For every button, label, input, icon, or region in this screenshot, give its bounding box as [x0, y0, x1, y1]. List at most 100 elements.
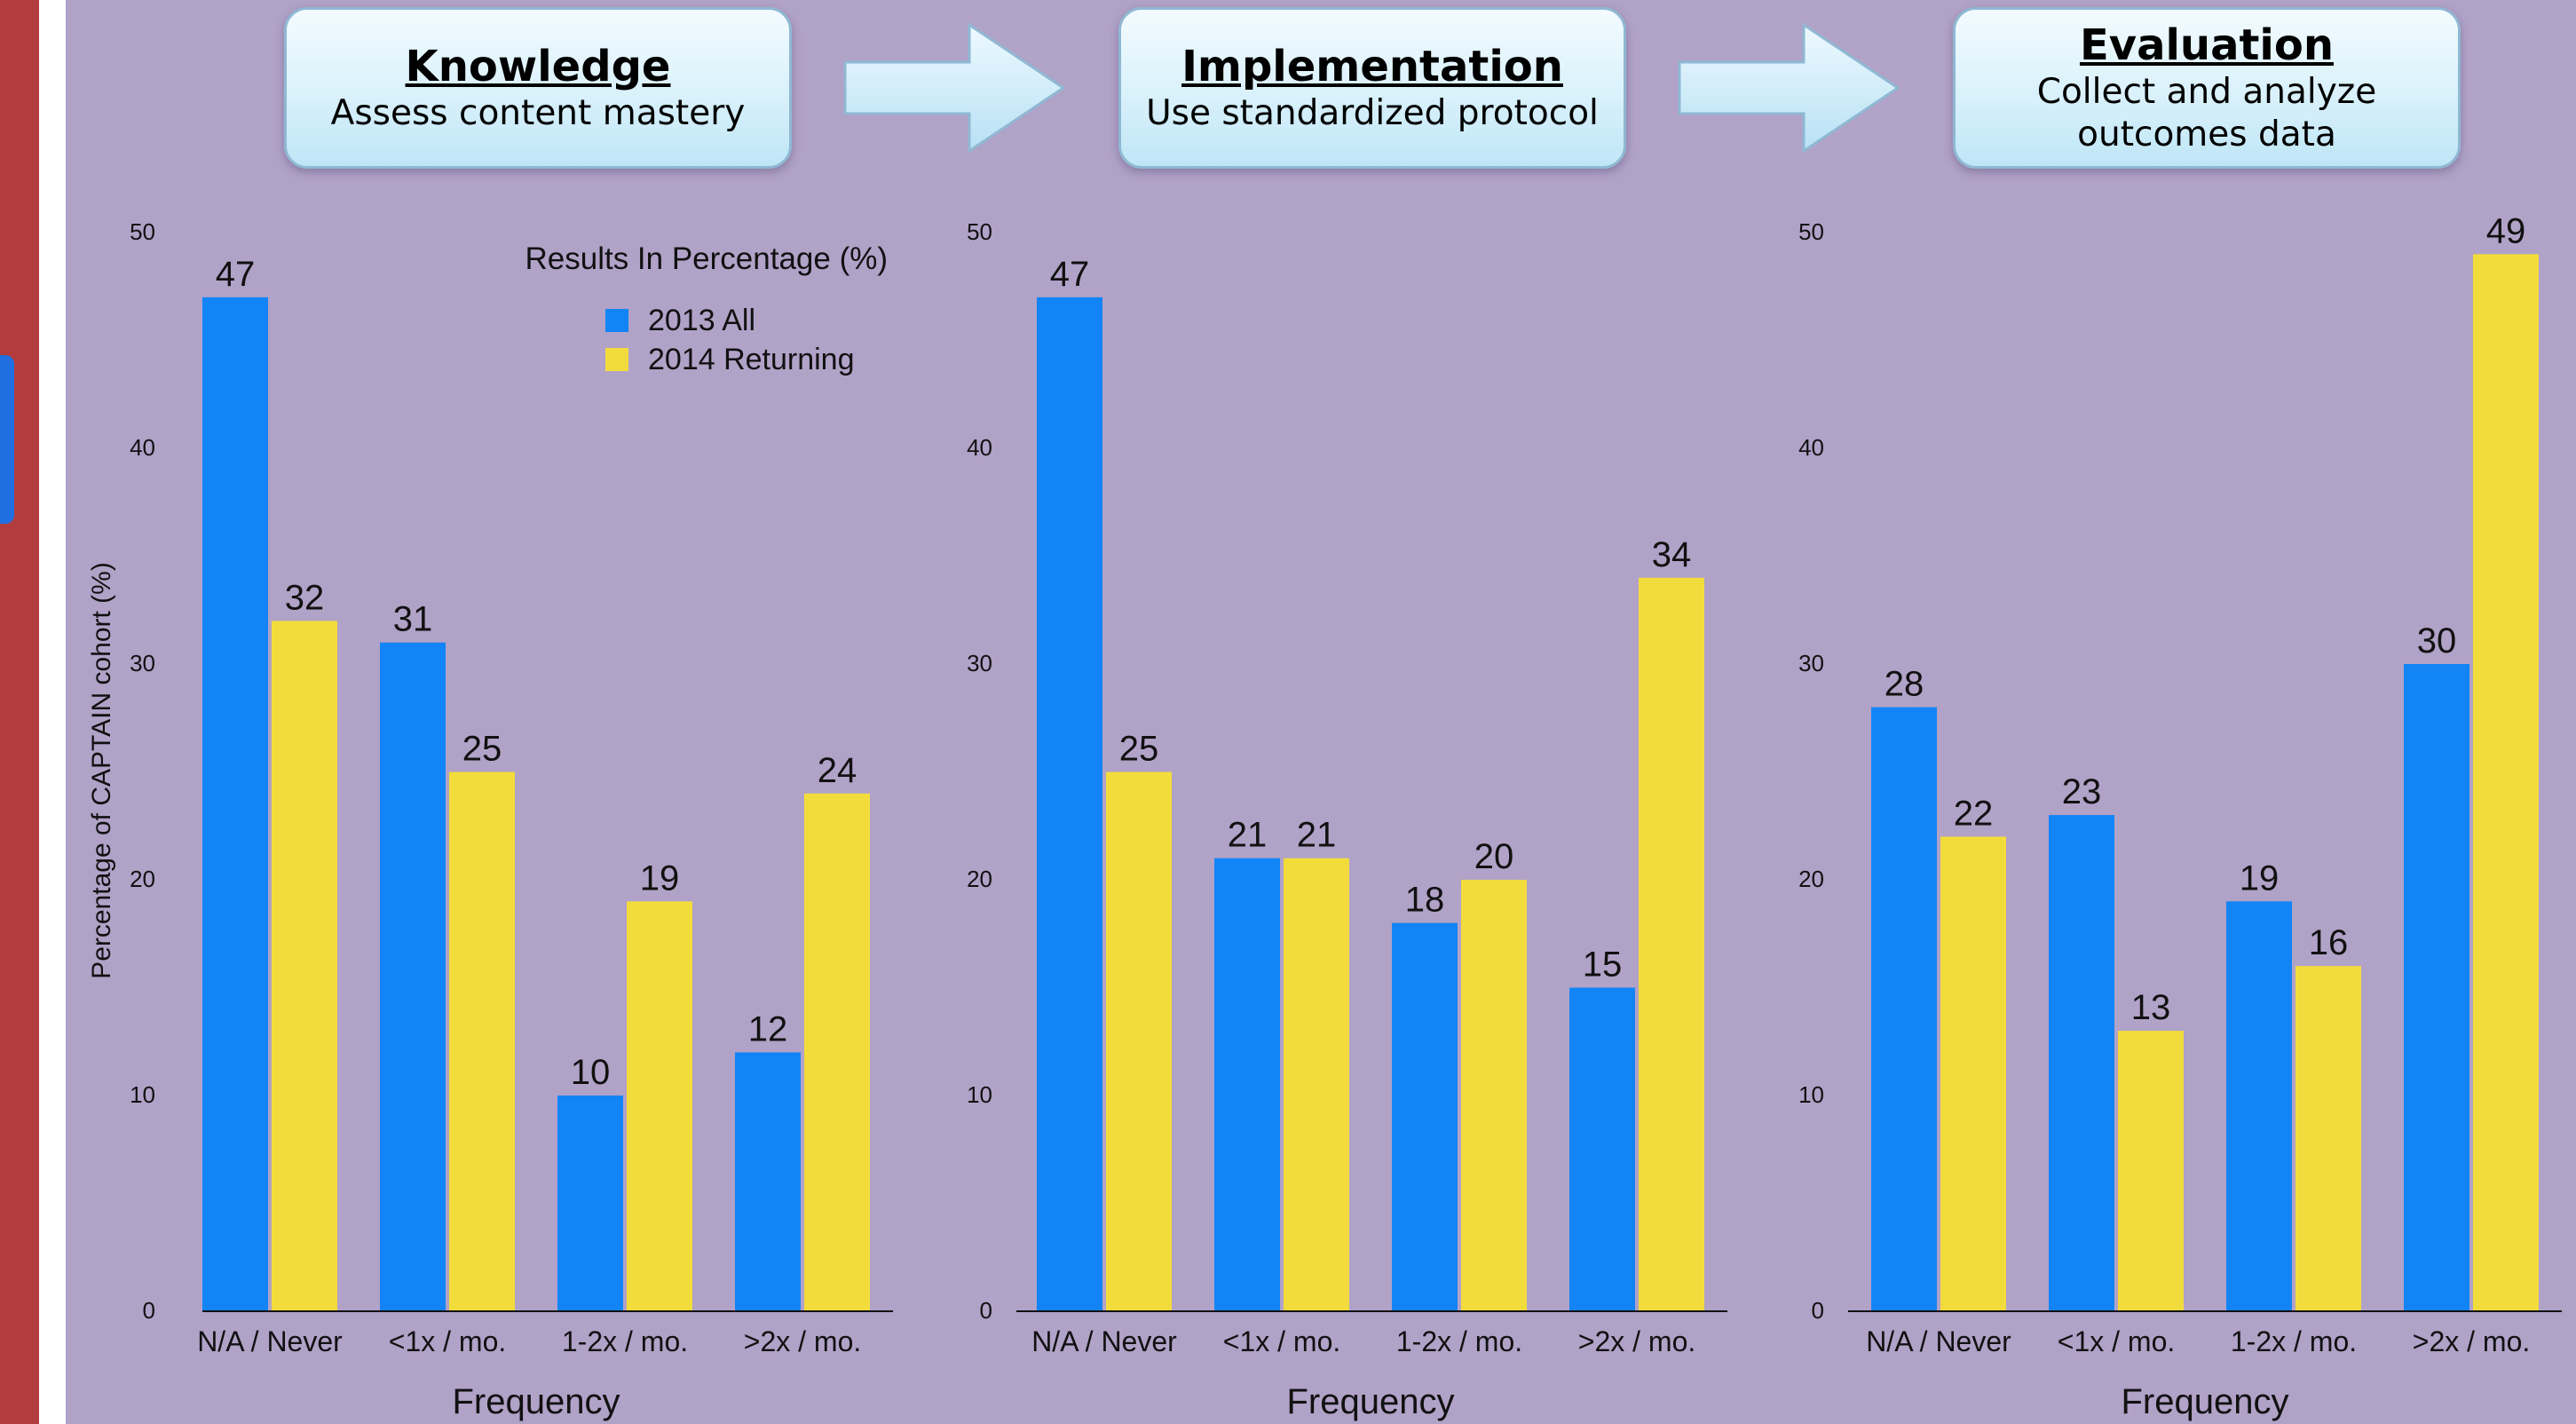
- bar: [1569, 987, 1635, 1311]
- y-tick-label: 20: [967, 866, 992, 892]
- x-tick-label: >2x / mo.: [2413, 1325, 2531, 1357]
- bar: [2226, 901, 2292, 1311]
- bar-value-label: 49: [2486, 211, 2526, 250]
- legend-label: 2013 All: [648, 304, 755, 337]
- y-tick-label: 50: [967, 218, 992, 245]
- bar: [1037, 297, 1102, 1311]
- legend-label: 2014 Returning: [648, 343, 855, 376]
- bar-value-label: 23: [2062, 772, 2102, 811]
- bar-value-label: 19: [2240, 858, 2280, 898]
- x-axis-title: Frequency: [453, 1382, 620, 1421]
- bar: [2473, 254, 2539, 1311]
- bar-value-label: 47: [216, 255, 256, 294]
- x-axis-title: Frequency: [1287, 1382, 1455, 1421]
- left-white-strip: [39, 0, 66, 1424]
- implementation-subtitle: Use standardized protocol: [1146, 93, 1599, 133]
- evaluation-subtitle: Collect and analyze outcomes data: [2036, 72, 2377, 154]
- y-axis-title: Percentage of CAPTAIN cohort (%): [87, 562, 116, 979]
- bar-value-label: 47: [1050, 255, 1090, 294]
- knowledge-title: Knowledge: [405, 42, 671, 91]
- bar-value-label: 10: [571, 1053, 611, 1092]
- y-tick-label: 0: [980, 1297, 992, 1324]
- knowledge-subtitle: Assess content mastery: [330, 93, 746, 133]
- y-tick-label: 50: [1798, 218, 1824, 245]
- y-tick-label: 10: [967, 1081, 992, 1108]
- bar: [1392, 922, 1458, 1311]
- bar-value-label: 13: [2131, 988, 2171, 1027]
- bar-value-label: 19: [640, 858, 680, 898]
- x-tick-label: N/A / Never: [1031, 1325, 1177, 1357]
- bar: [2049, 815, 2114, 1311]
- y-tick-label: 0: [1812, 1297, 1824, 1324]
- bar: [735, 1052, 801, 1311]
- bar: [627, 901, 692, 1311]
- bar-value-label: 16: [2309, 923, 2349, 962]
- bar: [1639, 577, 1704, 1311]
- arrow-right-icon: [1678, 22, 1900, 154]
- x-tick-label: N/A / Never: [1866, 1325, 2011, 1357]
- bar-value-label: 21: [1297, 816, 1337, 855]
- bar: [1461, 880, 1527, 1311]
- bar-value-label: 24: [818, 751, 857, 790]
- x-tick-label: >2x / mo.: [744, 1325, 862, 1357]
- bar-value-label: 20: [1474, 837, 1514, 876]
- bar-value-label: 31: [393, 600, 433, 639]
- bar: [1284, 858, 1349, 1311]
- left-red-bar: [0, 0, 39, 1424]
- bar-value-label: 18: [1405, 881, 1445, 920]
- bar: [272, 621, 337, 1311]
- implementation-panel: Implementation Use standardized protocol: [1118, 7, 1626, 169]
- y-tick-label: 30: [130, 650, 155, 676]
- x-tick-label: 1-2x / mo.: [2231, 1325, 2357, 1357]
- y-tick-label: 40: [1798, 434, 1824, 461]
- y-tick-label: 50: [130, 218, 155, 245]
- bar-value-label: 15: [1583, 945, 1623, 985]
- bar: [2295, 966, 2361, 1311]
- bar-value-label: 32: [285, 578, 325, 617]
- x-tick-label: <1x / mo.: [389, 1325, 507, 1357]
- x-tick-label: <1x / mo.: [2058, 1325, 2176, 1357]
- bar: [557, 1096, 623, 1311]
- legend-swatch: [605, 309, 628, 332]
- implementation-title: Implementation: [1181, 42, 1563, 91]
- bar: [804, 793, 870, 1311]
- y-tick-label: 10: [130, 1081, 155, 1108]
- bar-value-label: 28: [1885, 665, 1924, 704]
- x-tick-label: N/A / Never: [197, 1325, 343, 1357]
- arrow-right-icon: [843, 22, 1066, 154]
- y-tick-label: 10: [1798, 1081, 1824, 1108]
- x-tick-label: 1-2x / mo.: [562, 1325, 688, 1357]
- x-tick-label: <1x / mo.: [1223, 1325, 1341, 1357]
- y-tick-label: 0: [143, 1297, 155, 1324]
- bar: [1940, 836, 2006, 1311]
- knowledge-panel: Knowledge Assess content mastery: [284, 7, 792, 169]
- x-tick-label: >2x / mo.: [1578, 1325, 1696, 1357]
- y-tick-label: 20: [130, 866, 155, 892]
- x-tick-label: 1-2x / mo.: [1396, 1325, 1522, 1357]
- bar: [380, 642, 446, 1311]
- y-tick-label: 40: [130, 434, 155, 461]
- left-blue-tab[interactable]: [0, 355, 14, 524]
- y-tick-label: 40: [967, 434, 992, 461]
- y-tick-label: 30: [967, 650, 992, 676]
- legend-swatch: [605, 348, 628, 371]
- y-tick-label: 30: [1798, 650, 1824, 676]
- bar: [1871, 707, 1937, 1311]
- bar-value-label: 22: [1954, 794, 1994, 833]
- x-axis-title: Frequency: [2122, 1382, 2289, 1421]
- bar: [449, 771, 515, 1311]
- bar: [202, 297, 268, 1311]
- evaluation-panel: Evaluation Collect and analyze outcomes …: [1953, 7, 2461, 169]
- bar-value-label: 25: [1119, 730, 1159, 769]
- bar: [1214, 858, 1280, 1311]
- bar-value-label: 21: [1228, 816, 1268, 855]
- bar: [2118, 1031, 2184, 1311]
- legend-title: Results In Percentage (%): [525, 241, 888, 276]
- flow-arrows: [843, 22, 1900, 154]
- bar-value-label: 25: [462, 730, 502, 769]
- bar: [2404, 664, 2469, 1311]
- bar: [1106, 771, 1172, 1311]
- bar-value-label: 12: [748, 1009, 788, 1048]
- y-tick-label: 20: [1798, 866, 1824, 892]
